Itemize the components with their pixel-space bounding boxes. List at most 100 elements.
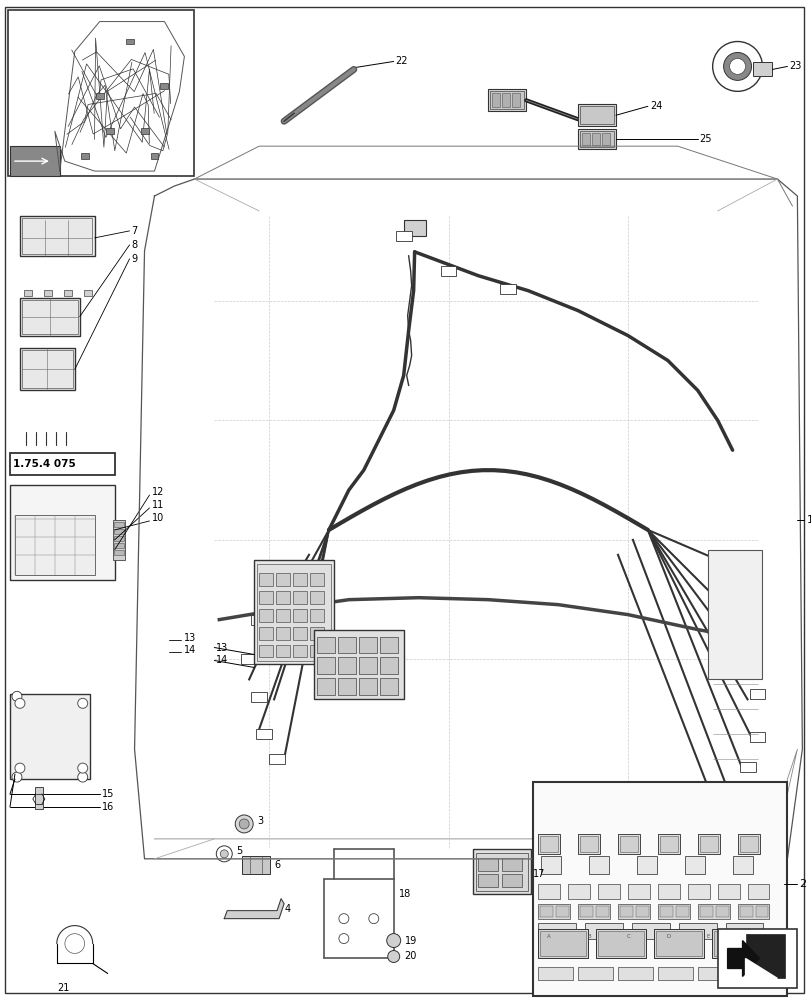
Text: E: E <box>706 934 710 939</box>
Bar <box>697 967 732 980</box>
Bar <box>717 884 739 899</box>
Bar <box>478 858 498 871</box>
Bar <box>114 550 123 555</box>
Bar <box>714 906 727 917</box>
Bar <box>744 934 784 978</box>
Bar <box>15 515 95 575</box>
Polygon shape <box>744 958 776 978</box>
Text: 18: 18 <box>398 889 410 899</box>
Text: 17: 17 <box>533 869 545 879</box>
Bar <box>577 129 616 149</box>
Bar <box>752 62 771 76</box>
Bar <box>310 573 324 586</box>
Bar <box>358 637 376 653</box>
Bar <box>487 89 526 111</box>
Bar <box>8 10 194 176</box>
Text: 14: 14 <box>184 645 196 655</box>
Text: 5: 5 <box>236 846 242 856</box>
Text: 4: 4 <box>284 904 290 914</box>
Text: 7: 7 <box>131 226 138 236</box>
Bar <box>754 906 767 917</box>
Bar <box>687 884 709 899</box>
Text: 16: 16 <box>101 802 114 812</box>
Bar <box>293 645 307 657</box>
Bar <box>736 834 758 854</box>
Bar <box>579 131 613 147</box>
Bar <box>114 522 123 527</box>
Bar <box>259 627 272 640</box>
Bar <box>35 787 43 809</box>
Text: 25: 25 <box>699 134 711 144</box>
Text: 8: 8 <box>131 240 138 250</box>
Text: 13: 13 <box>216 643 228 653</box>
Bar <box>577 904 609 919</box>
Bar <box>358 678 376 695</box>
Bar <box>723 555 740 565</box>
Bar <box>699 906 712 917</box>
Text: 9: 9 <box>131 254 138 264</box>
Bar <box>620 836 637 852</box>
Bar <box>659 906 672 917</box>
Polygon shape <box>154 749 796 859</box>
Bar <box>126 39 133 44</box>
Bar <box>358 657 376 674</box>
Bar <box>490 91 524 109</box>
Bar <box>22 350 73 388</box>
Bar <box>749 689 765 699</box>
Circle shape <box>723 52 751 80</box>
Bar <box>337 678 355 695</box>
Bar <box>538 923 575 939</box>
Text: A: A <box>547 934 551 939</box>
Bar <box>684 856 704 874</box>
Bar <box>22 218 92 254</box>
Bar <box>747 884 769 899</box>
Circle shape <box>12 691 22 701</box>
Text: 23: 23 <box>788 61 800 71</box>
Bar <box>588 856 608 874</box>
Text: 1: 1 <box>805 515 811 525</box>
Bar <box>310 627 324 640</box>
Bar <box>620 906 632 917</box>
Bar <box>595 906 608 917</box>
Text: 3: 3 <box>257 816 263 826</box>
Bar <box>577 104 616 126</box>
Bar <box>539 906 552 917</box>
Bar <box>276 627 290 640</box>
Circle shape <box>239 819 249 829</box>
Bar <box>538 884 560 899</box>
Bar <box>293 591 307 604</box>
Text: 14: 14 <box>216 655 228 665</box>
Bar <box>491 93 500 107</box>
Circle shape <box>368 914 378 924</box>
Bar <box>659 836 677 852</box>
Bar <box>502 93 509 107</box>
Bar <box>113 520 124 560</box>
Bar <box>538 904 569 919</box>
Bar <box>20 298 79 336</box>
Bar <box>617 834 639 854</box>
Bar <box>739 836 757 852</box>
Bar <box>440 266 456 276</box>
Bar <box>403 220 425 236</box>
Circle shape <box>712 42 762 91</box>
Bar <box>395 231 411 241</box>
Bar <box>657 834 679 854</box>
Bar <box>293 627 307 640</box>
Bar <box>657 884 679 899</box>
Circle shape <box>65 934 84 953</box>
Bar <box>105 128 114 134</box>
Bar <box>268 754 285 764</box>
Circle shape <box>387 951 399 962</box>
Bar <box>538 929 587 958</box>
Bar <box>96 93 104 99</box>
Bar <box>734 605 749 615</box>
Bar <box>161 83 168 89</box>
Circle shape <box>12 772 22 782</box>
Bar <box>657 967 692 980</box>
Bar <box>276 573 290 586</box>
Text: D: D <box>666 934 670 939</box>
Bar <box>579 906 592 917</box>
Polygon shape <box>224 899 284 919</box>
Bar <box>259 591 272 604</box>
Bar <box>725 923 762 939</box>
